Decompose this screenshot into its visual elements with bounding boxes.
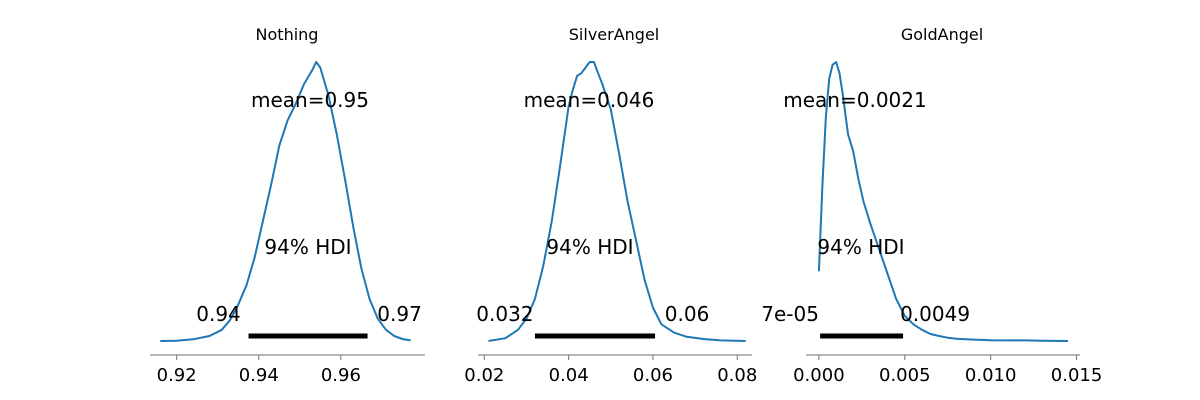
x-tick-label: 0.08 (717, 365, 757, 386)
x-tick-label: 0.000 (793, 365, 845, 386)
panel-nothing: Nothing mean=0.95 94% HDI 0.94 0.97 0.92… (150, 25, 425, 386)
x-ticks: 0.92 0.94 0.96 (157, 355, 361, 386)
density-curve (488, 61, 746, 342)
mean-label: mean=0.046 (524, 88, 655, 112)
density-curve (160, 61, 411, 342)
x-tick-label: 0.04 (549, 365, 589, 386)
mean-label: mean=0.95 (251, 88, 369, 112)
hdi-label: 94% HDI (546, 235, 633, 259)
x-ticks: 0.000 0.005 0.010 0.015 (793, 355, 1102, 386)
x-tick-label: 0.92 (157, 365, 197, 386)
x-tick-label: 0.06 (633, 365, 673, 386)
density-curve (817, 61, 1069, 342)
hdi-high-label: 0.06 (665, 302, 710, 326)
x-tick-label: 0.94 (239, 365, 279, 386)
panel-silverangel: SilverAngel mean=0.046 94% HDI 0.032 0.0… (464, 25, 757, 386)
mean-label: mean=0.0021 (783, 88, 926, 112)
x-tick-label: 0.010 (965, 365, 1017, 386)
hdi-high-label: 0.97 (377, 302, 422, 326)
panel-title: GoldAngel (901, 25, 983, 44)
panel-goldangel: GoldAngel mean=0.0021 94% HDI 7e-05 0.00… (761, 25, 1102, 386)
panel-title: Nothing (256, 25, 319, 44)
x-tick-label: 0.96 (321, 365, 361, 386)
hdi-high-label: 0.0049 (900, 302, 970, 326)
x-tick-label: 0.005 (879, 365, 931, 386)
hdi-low-label: 7e-05 (761, 302, 819, 326)
x-ticks: 0.02 0.04 0.06 0.08 (464, 355, 757, 386)
hdi-low-label: 0.032 (476, 302, 533, 326)
hdi-label: 94% HDI (264, 235, 351, 259)
x-tick-label: 0.015 (1051, 365, 1103, 386)
panel-title: SilverAngel (569, 25, 659, 44)
hdi-label: 94% HDI (817, 235, 904, 259)
x-tick-label: 0.02 (464, 365, 504, 386)
hdi-low-label: 0.94 (196, 302, 241, 326)
